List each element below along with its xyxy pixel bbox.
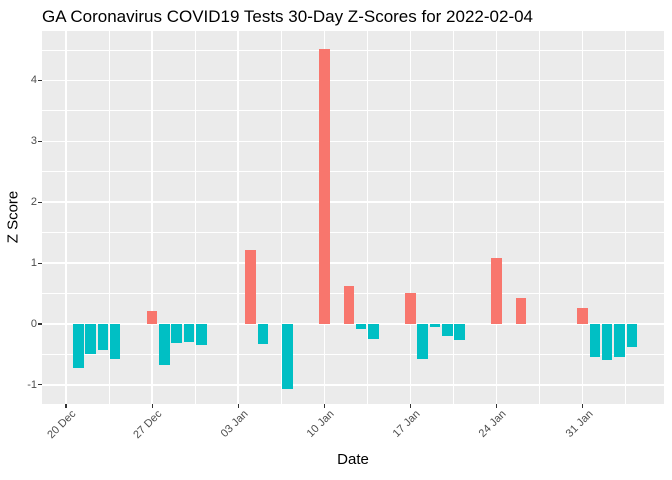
- zscore-bar: [245, 250, 256, 324]
- y-tick-label: 1: [30, 257, 37, 270]
- zscore-bar: [109, 324, 121, 360]
- x-minor-gridline: [625, 31, 627, 404]
- y-axis-tick: [37, 384, 42, 386]
- x-tick-label: 24 Jan: [477, 408, 509, 440]
- zscore-bar: [429, 324, 441, 328]
- x-tick-label: 17 Jan: [391, 408, 423, 440]
- y-major-gridline: [42, 79, 664, 82]
- zscore-bar: [319, 48, 330, 324]
- x-axis-title: Date: [337, 451, 369, 468]
- zscore-bar: [589, 324, 601, 358]
- x-axis-tick: [495, 404, 498, 408]
- zscore-bar: [183, 324, 195, 343]
- y-axis-tick: [37, 262, 42, 264]
- zscore-bar: [73, 324, 84, 368]
- x-major-gridline: [65, 31, 67, 404]
- x-tick-label: 31 Jan: [563, 408, 596, 440]
- zscore-bar: [85, 324, 96, 354]
- zscore-bar: [601, 324, 613, 360]
- y-tick-label: -1: [27, 378, 37, 391]
- zscore-bar: [97, 324, 109, 351]
- zscore-bar: [417, 324, 428, 359]
- x-tick-label: 27 Dec: [131, 408, 165, 442]
- x-minor-gridline: [539, 31, 540, 404]
- zscore-bar: [491, 257, 502, 324]
- y-axis-tick: [37, 79, 42, 81]
- x-tick-label: 10 Jan: [304, 408, 337, 440]
- x-major-gridline: [495, 31, 498, 404]
- zscore-bar: [515, 298, 527, 324]
- x-minor-gridline: [366, 31, 368, 404]
- zscore-bar: [171, 324, 182, 344]
- x-minor-gridline: [194, 31, 196, 404]
- zscore-bar: [626, 324, 638, 348]
- x-major-gridline: [581, 31, 584, 404]
- y-minor-gridline: [42, 171, 664, 173]
- zscore-bar: [614, 324, 625, 357]
- zscore-bar: [355, 324, 367, 330]
- zscore-bar: [257, 324, 269, 345]
- x-tick-label: 20 Dec: [45, 408, 79, 442]
- zscore-bar: [159, 324, 170, 366]
- y-tick-label: 4: [30, 74, 37, 87]
- y-major-gridline: [42, 262, 664, 264]
- x-axis-tick: [409, 404, 411, 408]
- x-minor-gridline: [280, 31, 282, 404]
- x-minor-gridline: [453, 31, 454, 404]
- y-minor-gridline: [42, 110, 664, 112]
- y-tick-label: 2: [30, 196, 37, 209]
- x-tick-label: 03 Jan: [218, 408, 251, 440]
- y-axis-tick: [37, 201, 42, 203]
- zscore-bar: [368, 324, 379, 340]
- y-major-gridline: [42, 140, 664, 143]
- y-tick-label: 3: [30, 135, 37, 148]
- y-tick-label: 0: [30, 318, 37, 330]
- y-axis-tick: [37, 140, 42, 142]
- x-axis-tick: [65, 404, 67, 408]
- zscore-bar: [454, 324, 465, 340]
- zscore-bar: [196, 324, 207, 346]
- x-axis-tick: [323, 404, 325, 408]
- y-minor-gridline: [42, 232, 664, 234]
- zscore-bar: [146, 310, 158, 324]
- y-major-gridline: [42, 384, 664, 386]
- x-axis-tick: [151, 404, 153, 408]
- y-axis-tick: [37, 323, 42, 325]
- chart-title: GA Coronavirus COVID19 Tests 30-Day Z-Sc…: [42, 7, 534, 26]
- x-major-gridline: [237, 31, 239, 404]
- y-minor-gridline: [42, 49, 664, 51]
- x-major-gridline: [151, 31, 153, 404]
- zscore-bar: [343, 285, 355, 324]
- y-major-gridline: [42, 323, 664, 325]
- x-major-gridline: [409, 31, 412, 404]
- x-axis-tick: [237, 404, 239, 408]
- y-minor-gridline: [42, 354, 664, 355]
- zscore-bar: [405, 292, 416, 324]
- x-minor-gridline: [108, 31, 110, 404]
- zscore-bar: [282, 324, 293, 389]
- zscore-bar: [577, 308, 588, 324]
- zscore-bar: [442, 324, 453, 337]
- y-major-gridline: [42, 201, 664, 203]
- x-axis-tick: [582, 404, 584, 408]
- plot-panel: [42, 31, 664, 404]
